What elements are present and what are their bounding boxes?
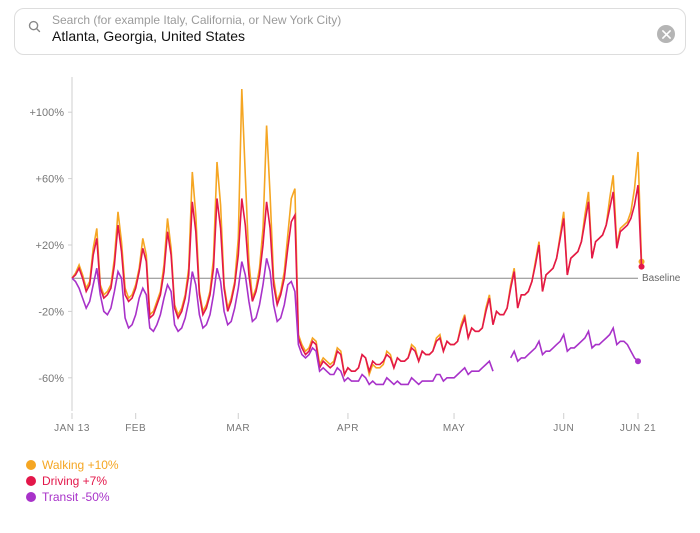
svg-text:FEB: FEB [125,423,146,434]
svg-text:MAR: MAR [226,423,250,434]
legend-label: Walking +10% [42,458,119,472]
chart-svg: -60% -20% +20% +60% +100% Baseline JAN 13 FEB MA… [14,67,684,447]
search-value: Atlanta, Georgia, United States [52,28,673,44]
legend-dot [26,476,36,486]
legend-label: Transit -50% [42,490,110,504]
svg-text:+20%: +20% [36,240,65,252]
svg-text:Baseline: Baseline [642,273,681,284]
svg-text:JUN: JUN [553,423,574,434]
svg-text:-60%: -60% [38,373,64,385]
svg-text:JAN 13: JAN 13 [54,423,90,434]
svg-text:JUN 21: JUN 21 [620,423,656,434]
legend-item: Walking +10% [26,458,700,472]
legend: Walking +10% Driving +7% Transit -50% [26,458,700,504]
svg-text:MAY: MAY [443,423,465,434]
svg-text:-20%: -20% [38,306,64,318]
svg-text:APR: APR [337,423,359,434]
search-box[interactable]: Search (for example Italy, California, o… [14,8,686,55]
legend-item: Driving +7% [26,474,700,488]
search-placeholder: Search (for example Italy, California, o… [52,13,673,27]
legend-label: Driving +7% [42,474,107,488]
mobility-chart: -60% -20% +20% +60% +100% Baseline JAN 13 FEB MA… [14,67,686,452]
legend-item: Transit -50% [26,490,700,504]
svg-text:+100%: +100% [29,107,64,119]
search-icon [27,19,42,39]
svg-text:+60%: +60% [36,174,65,186]
legend-dot [26,492,36,502]
clear-button[interactable] [657,25,675,43]
legend-dot [26,460,36,470]
close-icon [662,30,671,39]
